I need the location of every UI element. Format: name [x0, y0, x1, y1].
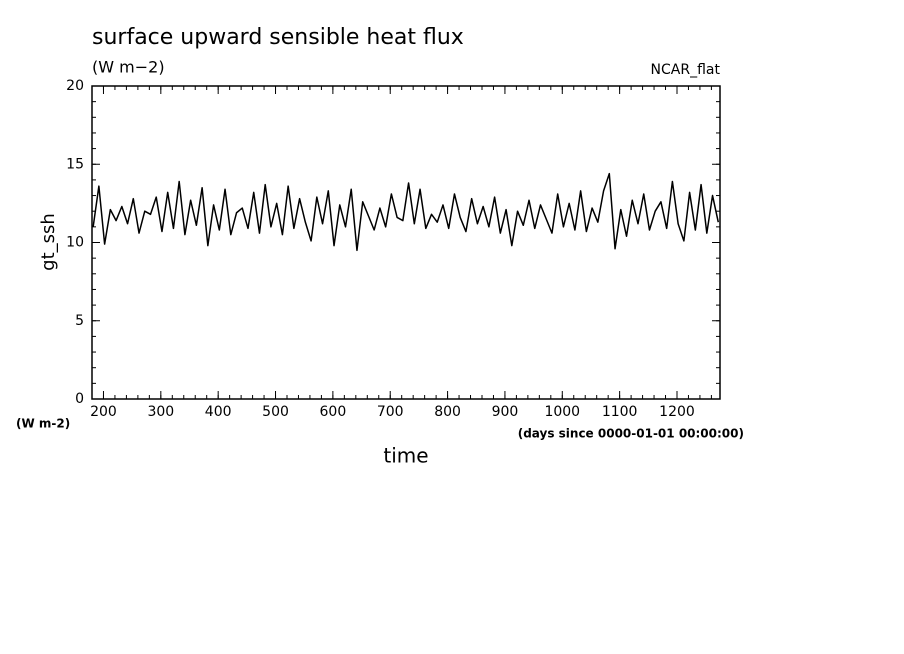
y-axis-unit: (W m-2) — [16, 417, 70, 431]
x-tick-label: 700 — [377, 404, 404, 420]
x-tick-label: 1200 — [659, 404, 695, 420]
x-tick-label: 800 — [434, 404, 461, 420]
x-tick-label: 900 — [492, 404, 519, 420]
x-tick-label: 400 — [205, 404, 232, 420]
x-tick-label: 1000 — [544, 404, 580, 420]
x-tick-label: 1100 — [602, 404, 638, 420]
x-axis-unit: (days since 0000-01-01 00:00:00) — [518, 427, 744, 441]
y-tick-label: 20 — [66, 78, 84, 94]
y-axis-label: gt_ssh — [38, 213, 59, 271]
x-tick-label: 500 — [262, 404, 289, 420]
y-tick-label: 0 — [75, 391, 84, 407]
x-tick-label: 300 — [147, 404, 174, 420]
x-tick-label: 600 — [320, 404, 347, 420]
data-line — [92, 172, 720, 252]
y-tick-label: 10 — [66, 235, 84, 251]
chart-subtitle: (W m−2) — [92, 58, 165, 77]
x-axis-label: time — [383, 444, 428, 468]
y-tick-label: 15 — [66, 156, 84, 172]
x-tick-label: 200 — [90, 404, 117, 420]
plot-frame — [91, 85, 721, 400]
y-tick-label: 5 — [75, 313, 84, 329]
annotation: NCAR_flat — [651, 62, 721, 78]
chart-title: surface upward sensible heat flux — [92, 25, 464, 50]
